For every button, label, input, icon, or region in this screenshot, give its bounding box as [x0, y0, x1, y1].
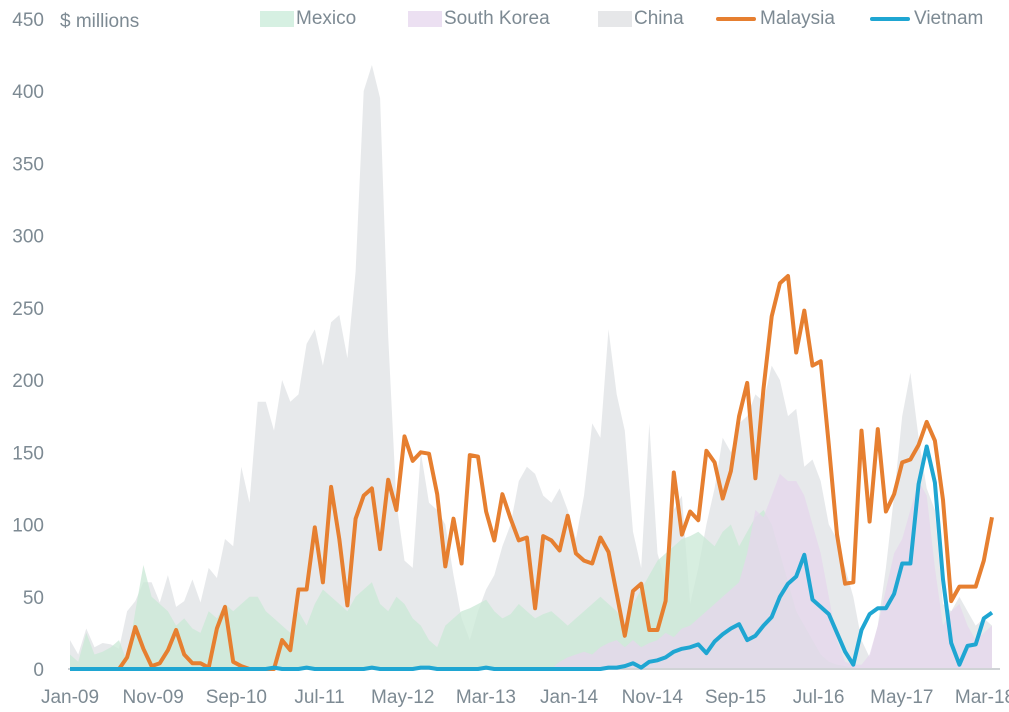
legend-item-mexico: Mexico [260, 8, 356, 30]
mexico-swatch-icon [260, 11, 294, 27]
x-tick-label: Sep-15 [705, 687, 766, 708]
y-tick-label: 200 [12, 371, 44, 392]
legend-label: South Korea [444, 8, 550, 29]
y-tick-label: 0 [33, 660, 44, 681]
x-tick-label: Sep-10 [206, 687, 267, 708]
x-tick-label: Jul-16 [793, 687, 845, 708]
x-tick-label: Nov-09 [123, 687, 184, 708]
y-tick-label: 350 [12, 154, 44, 175]
x-tick-label: Mar-13 [456, 687, 516, 708]
legend-item-china: China [598, 8, 684, 30]
x-tick-label: Jan-09 [41, 687, 99, 708]
vietnam-line-icon [870, 17, 910, 21]
legend-label: Mexico [296, 8, 357, 29]
legend: Mexico South Korea China Malaysia Vietna… [0, 8, 1009, 32]
y-tick-label: 300 [12, 227, 44, 248]
south-korea-swatch-icon [408, 11, 442, 27]
y-tick-label: 250 [12, 299, 44, 320]
y-tick-label: 50 [23, 588, 44, 609]
x-tick-label: Jul-11 [294, 687, 344, 708]
x-tick-label: Jan-14 [540, 687, 599, 708]
x-tick-label: Mar-18 [955, 687, 1009, 708]
line-malaysia [70, 274, 994, 671]
y-axis-label: $ millions [60, 11, 139, 32]
legend-item-south-korea: South Korea [408, 8, 550, 30]
line-vietnam [70, 444, 994, 671]
x-tick-label: Nov-14 [622, 687, 684, 708]
legend-item-vietnam: Vietnam [870, 8, 983, 30]
area-south-korea [70, 473, 992, 669]
x-tick-label: May-12 [371, 687, 434, 708]
y-tick-label: 150 [12, 443, 44, 464]
china-swatch-icon [598, 11, 632, 27]
legend-label: Vietnam [914, 8, 984, 29]
legend-item-malaysia: Malaysia [716, 8, 835, 30]
legend-label: Malaysia [760, 8, 835, 29]
legend-label: China [634, 8, 684, 29]
x-tick-label: May-17 [870, 687, 933, 708]
y-tick-label: 400 [12, 82, 44, 103]
y-tick-label: 100 [12, 516, 44, 537]
malaysia-line-icon [716, 17, 756, 21]
y-tick-label: 450 [12, 10, 44, 31]
